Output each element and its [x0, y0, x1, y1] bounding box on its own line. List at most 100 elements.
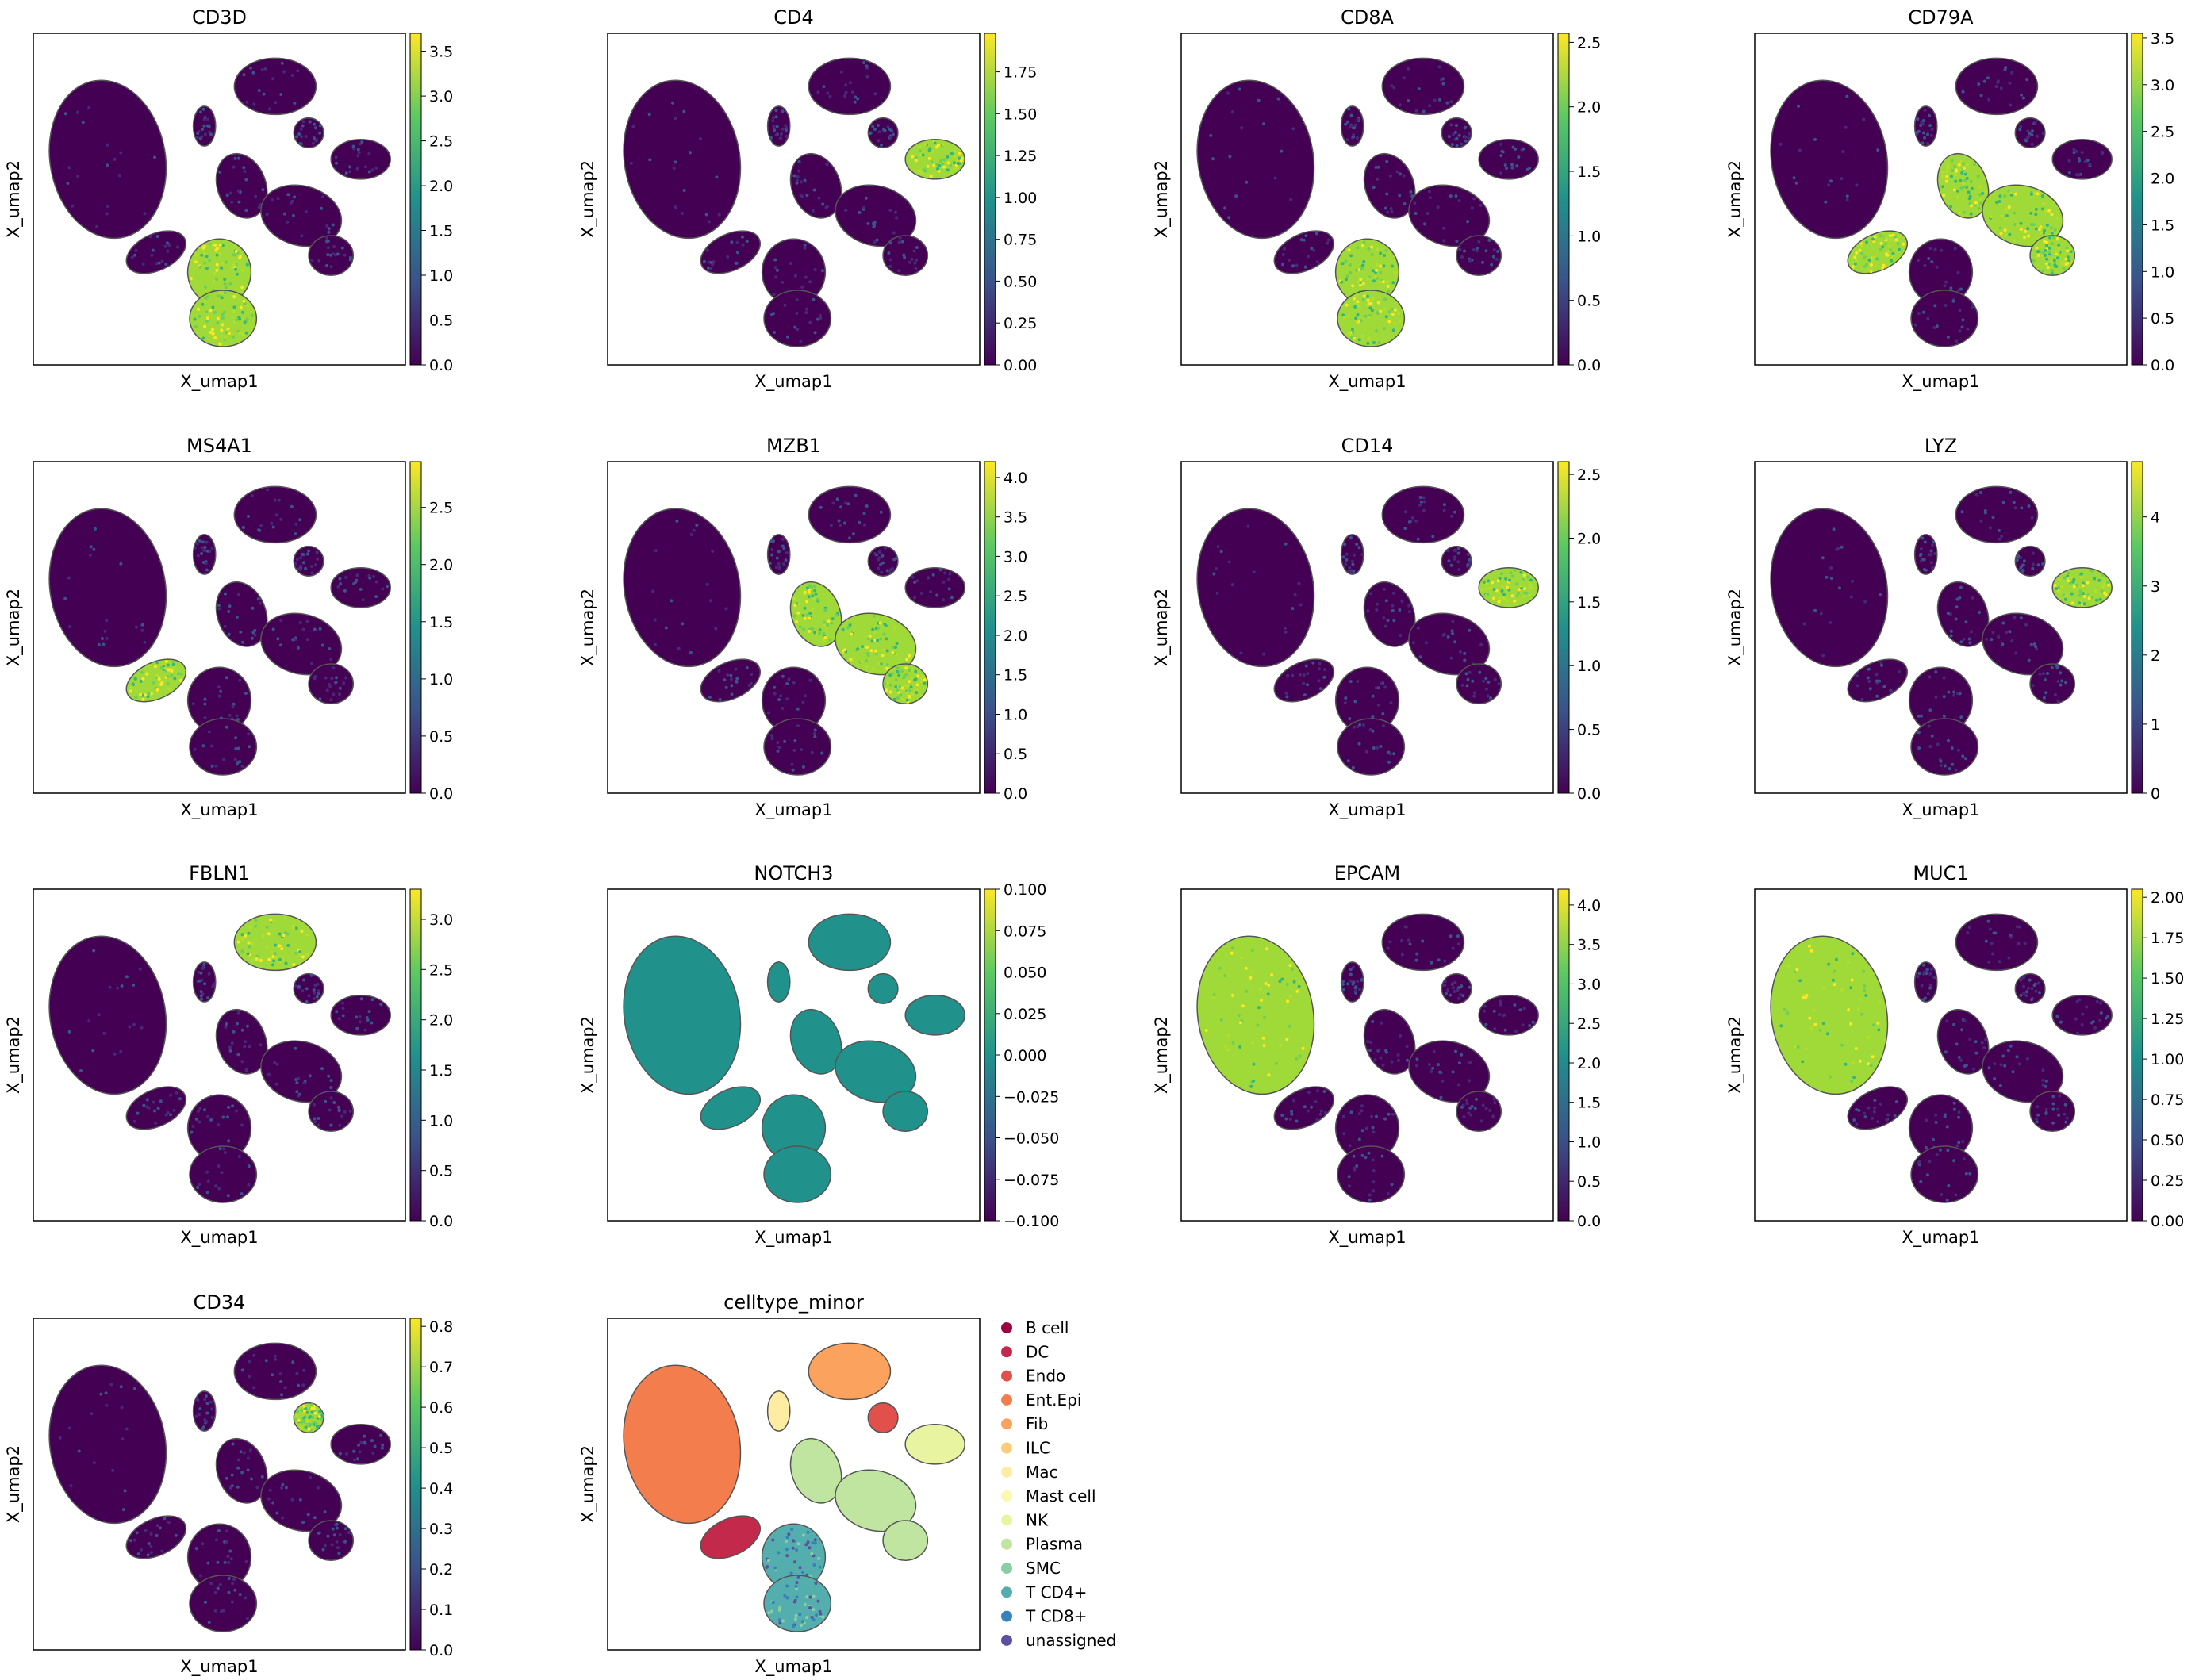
- cell-point: [1349, 680, 1353, 684]
- cell-point: [132, 1538, 136, 1542]
- cell-point: [1917, 312, 1921, 315]
- cell-point: [795, 298, 799, 302]
- cell-point: [1314, 232, 1318, 236]
- cell-point: [1245, 180, 1249, 184]
- legend-label: Ent.Epi: [1026, 1390, 1081, 1410]
- cell-point: [212, 982, 216, 986]
- cell-point: [1223, 974, 1227, 978]
- cluster-T: [763, 1145, 832, 1203]
- cell-point: [1962, 167, 1966, 171]
- cell-point: [1280, 977, 1284, 981]
- cell-point: [341, 1007, 345, 1011]
- cell-point: [1353, 989, 1357, 993]
- cell-point: [877, 550, 881, 554]
- cell-point: [862, 512, 866, 516]
- cell-point: [1293, 593, 1297, 596]
- x-axis-label: X_umap1: [754, 800, 832, 820]
- cell-point: [228, 604, 232, 608]
- cell-point: [735, 677, 739, 681]
- cell-point: [780, 132, 783, 136]
- cell-point: [1459, 993, 1463, 996]
- cell-point: [1928, 984, 1932, 988]
- cell-point: [205, 540, 209, 544]
- cell-point: [372, 574, 376, 578]
- colorbar-tick-label: 0.50: [1004, 273, 1037, 290]
- cell-point: [1428, 1063, 1431, 1066]
- cell-point: [1858, 248, 1862, 252]
- cell-point: [1353, 336, 1357, 340]
- cell-point: [358, 1450, 362, 1454]
- cell-point: [904, 691, 908, 695]
- cell-point: [132, 983, 136, 987]
- cell-point: [2019, 556, 2023, 559]
- cell-point: [240, 640, 244, 644]
- cell-point: [301, 627, 305, 631]
- scatter-area: [1770, 913, 2113, 1203]
- cell-point: [773, 258, 777, 262]
- cell-point: [2018, 128, 2022, 132]
- cell-point: [236, 1458, 240, 1462]
- cell-point: [1961, 318, 1965, 322]
- cell-point: [2035, 134, 2039, 138]
- cell-point: [1987, 98, 1991, 102]
- cluster-fib: [1381, 485, 1465, 544]
- cell-point: [1501, 585, 1505, 589]
- cell-point: [2032, 191, 2036, 195]
- cell-point: [1864, 994, 1868, 997]
- cell-point: [1230, 583, 1234, 587]
- cell-point: [291, 213, 295, 217]
- cell-point: [202, 251, 206, 255]
- y-axis-label: X_umap2: [1725, 589, 1745, 666]
- cell-point: [822, 620, 826, 624]
- cell-point: [237, 200, 241, 204]
- cell-point: [899, 693, 903, 697]
- cell-point: [1995, 201, 1998, 205]
- cell-point: [370, 168, 374, 172]
- cell-point: [629, 161, 633, 165]
- legend-marker: [1001, 1610, 1012, 1622]
- cell-point: [795, 1581, 799, 1585]
- cell-point: [1919, 714, 1923, 718]
- cell-point: [1779, 1024, 1783, 1028]
- cell-point: [825, 163, 829, 167]
- cell-point: [1360, 553, 1364, 557]
- cell-point: [2051, 1121, 2055, 1125]
- cell-point: [236, 746, 240, 750]
- cell-point: [104, 1391, 108, 1395]
- cell-point: [1795, 968, 1799, 972]
- cell-point: [1317, 679, 1321, 683]
- cell-point: [1446, 549, 1450, 553]
- cell-point: [363, 1434, 366, 1438]
- cell-point: [2019, 228, 2023, 231]
- cell-point: [1212, 993, 1216, 997]
- scatter-area: [48, 1342, 391, 1632]
- cell-point: [900, 240, 904, 244]
- cell-point: [902, 253, 906, 257]
- cell-point: [1388, 940, 1392, 944]
- cell-point: [329, 1123, 333, 1127]
- cell-point: [2035, 1120, 2039, 1124]
- cell-point: [221, 316, 225, 320]
- cell-point: [1230, 951, 1234, 955]
- cell-point: [228, 191, 232, 195]
- cell-point: [224, 331, 228, 335]
- cell-point: [1869, 263, 1873, 267]
- cell-point: [293, 195, 297, 199]
- cell-point: [1849, 986, 1853, 990]
- cell-point: [723, 678, 727, 682]
- cell-point: [196, 1186, 199, 1190]
- cell-point: [2064, 257, 2068, 261]
- plot-frame: [33, 461, 406, 794]
- cell-point: [2036, 1113, 2040, 1117]
- cell-point: [1298, 1054, 1302, 1058]
- cell-point: [2009, 490, 2013, 494]
- cell-point: [196, 554, 200, 558]
- cell-point: [847, 536, 851, 540]
- y-axis-label: X_umap2: [4, 160, 24, 238]
- cell-point: [1898, 235, 1902, 238]
- cell-point: [200, 135, 204, 139]
- cell-point: [803, 244, 807, 247]
- cell-point: [1982, 79, 1986, 83]
- cell-point: [2084, 591, 2088, 595]
- x-axis-label: X_umap1: [1902, 1228, 1979, 1248]
